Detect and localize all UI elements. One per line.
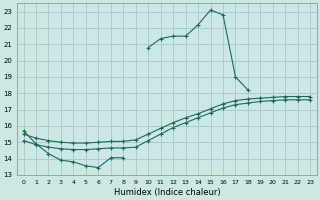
X-axis label: Humidex (Indice chaleur): Humidex (Indice chaleur) xyxy=(114,188,220,197)
